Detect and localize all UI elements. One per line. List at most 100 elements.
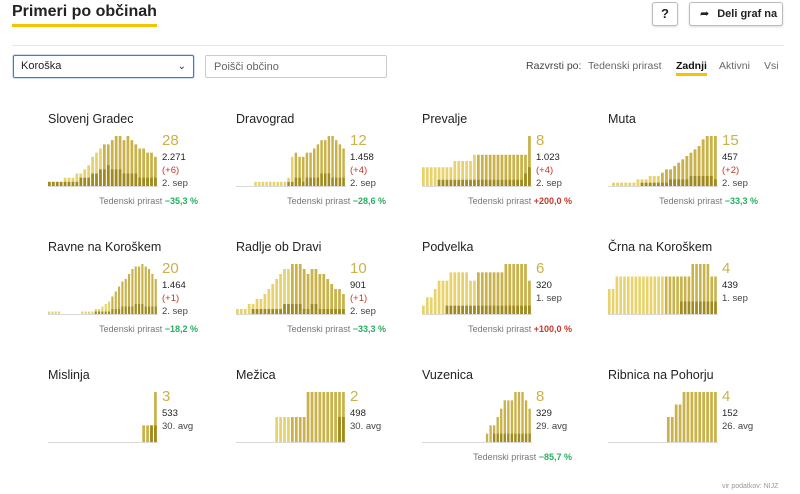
- chart-bar-new: [701, 176, 705, 186]
- share-button[interactable]: ➦ Deli graf na: [689, 2, 783, 26]
- chart-bar-new: [500, 433, 503, 442]
- chart-bar: [697, 146, 701, 186]
- chart-bar-new: [110, 169, 114, 186]
- chart-bar: [473, 154, 476, 186]
- chart-bar-new: [335, 177, 338, 186]
- municipality-card[interactable]: Črna na Koroškem 4 439 1. sep: [608, 240, 788, 350]
- chart-bar-new: [524, 173, 527, 186]
- chart-bar-new: [500, 305, 504, 314]
- chart-bar: [111, 296, 114, 314]
- chart-bar: [457, 161, 461, 186]
- chart-bar-new: [673, 179, 677, 186]
- chart-bar: [469, 280, 472, 314]
- municipality-card[interactable]: Podvelka 6 320 1. sep Tedenski prirast +100,…: [422, 240, 602, 350]
- chart-bar-new: [91, 173, 94, 186]
- chart-bar-new: [500, 179, 504, 186]
- sort-option-latest[interactable]: Zadnji: [676, 60, 707, 76]
- chart-bar: [664, 276, 668, 314]
- sort-option-weekly[interactable]: Tedenski prirast: [588, 60, 662, 72]
- chart-bar: [520, 264, 523, 314]
- last-update-date: 2. sep: [722, 178, 748, 189]
- municipality-card[interactable]: Slovenj Gradec 28 2.271 (+6) 2. sep Tedenski …: [48, 112, 228, 222]
- chart-bar: [99, 148, 102, 186]
- municipality-name: Muta: [608, 112, 636, 126]
- chart-bar: [330, 284, 334, 314]
- chart-bar: [95, 152, 98, 186]
- latest-value: 8: [536, 388, 545, 405]
- chart-bar: [254, 181, 257, 186]
- municipality-card[interactable]: Radlje ob Dravi 10 901 (+1) 2. sep Tedenski p…: [236, 240, 416, 350]
- chart-bar: [638, 276, 641, 314]
- municipality-card[interactable]: Vuzenica 8 329 29. avg Tedenski prirast −85,…: [422, 368, 602, 478]
- chart-bar-new: [713, 179, 717, 186]
- chart-bar: [693, 149, 697, 186]
- chart-bar-new: [512, 305, 516, 314]
- chart-bar-new: [512, 179, 516, 186]
- chart-bar: [318, 274, 322, 314]
- help-button[interactable]: ?: [652, 2, 678, 26]
- last-update-date: 2. sep: [350, 178, 376, 189]
- chart-bar: [124, 279, 127, 314]
- chart-bar: [612, 182, 615, 186]
- chart-bar: [243, 309, 247, 314]
- chart-bar: [453, 272, 457, 314]
- chart-bar: [134, 144, 138, 186]
- chart-bar: [702, 264, 706, 314]
- chart-bar-new: [521, 433, 524, 442]
- region-select[interactable]: Koroška ⌄: [13, 55, 194, 78]
- chart-bar-new: [283, 304, 286, 314]
- chart-bar: [706, 264, 710, 314]
- municipality-name: Mislinja: [48, 368, 90, 382]
- chart-bar-new: [121, 306, 124, 314]
- chart-bar: [429, 167, 433, 186]
- municipality-card[interactable]: Muta 15 457 (+2) 2. sep Tedenski prirast −33,…: [608, 112, 788, 222]
- chart-bar: [616, 182, 620, 186]
- chart-bar-new: [122, 173, 126, 186]
- chart-bar-new: [338, 309, 341, 314]
- municipality-search-input[interactable]: [205, 55, 387, 78]
- sort-option-all[interactable]: Vsi: [764, 60, 779, 72]
- sparkline-bar-chart: [608, 392, 718, 443]
- chart-bar: [645, 276, 649, 314]
- chart-bar: [669, 169, 672, 186]
- municipality-card[interactable]: Mislinja 3 533 30. avg: [48, 368, 228, 478]
- chart-bar-new: [298, 177, 301, 186]
- sort-option-active[interactable]: Aktivni: [719, 60, 750, 72]
- chart-bar: [313, 148, 316, 186]
- chart-bar: [342, 148, 345, 186]
- chart-bar-new: [695, 301, 698, 314]
- chart-bar-new: [484, 179, 488, 186]
- chart-bar: [710, 392, 713, 442]
- municipality-card[interactable]: Prevalje 8 1.023 (+4) 2. sep Tedenski prirast…: [422, 112, 602, 222]
- chart-bar: [338, 289, 341, 314]
- chart-bar: [146, 152, 149, 186]
- chart-bar-new: [101, 311, 104, 314]
- chart-bar-new: [520, 179, 523, 186]
- chart-bar-new: [51, 181, 55, 186]
- weekly-growth-value: −85,7 %: [538, 452, 572, 462]
- chart-bar: [84, 311, 87, 314]
- weekly-growth: Tedenski prirast −18,2 %: [99, 324, 198, 334]
- latest-value: 2: [350, 388, 359, 405]
- chart-bar: [433, 167, 437, 186]
- chart-bar-new: [94, 311, 97, 314]
- municipality-card[interactable]: Dravograd 12 1.458 (+4) 2. sep Tedenski prira…: [236, 112, 416, 222]
- municipality-card[interactable]: Ravne na Koroškem 20 1.464 (+1) 2. sep Tedens…: [48, 240, 228, 350]
- chart-bar: [103, 144, 106, 186]
- chart-bar-new: [331, 177, 334, 186]
- chart-bar: [326, 279, 330, 314]
- chart-bar-new: [298, 304, 302, 314]
- latest-value: 15: [722, 132, 739, 149]
- sparkline-bar-chart: [422, 392, 532, 443]
- chart-bar-new: [310, 304, 314, 314]
- latest-value: 4: [722, 388, 731, 405]
- chart-bar: [331, 136, 334, 186]
- chart-bar: [279, 417, 282, 442]
- chart-bar: [649, 276, 653, 314]
- municipality-card[interactable]: Mežica 2 498 30. avg: [236, 368, 416, 478]
- chart-bar-new: [302, 181, 305, 186]
- chart-bar-new: [457, 179, 461, 186]
- chart-bar: [619, 276, 622, 314]
- municipality-card[interactable]: Ribnica na Pohorju 4 152 26. avg: [608, 368, 788, 478]
- weekly-growth-label: Tedenski prirast: [659, 196, 723, 206]
